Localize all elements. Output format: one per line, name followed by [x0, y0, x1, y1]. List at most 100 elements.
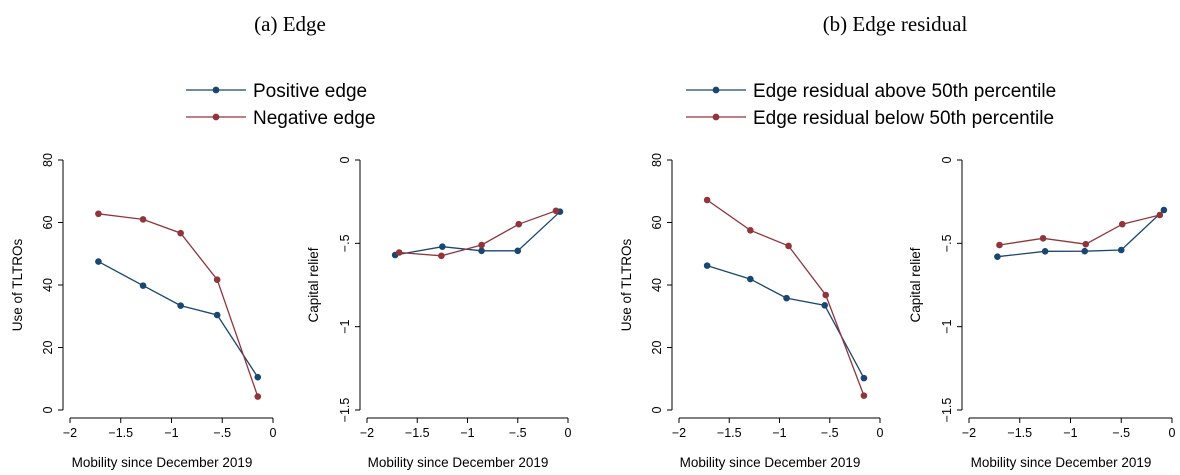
x-tick-label-1: −1.5 [108, 426, 133, 440]
x-tick-label-4: 0 [877, 426, 884, 440]
x-tick-label-0: −2 [63, 426, 77, 440]
series-0-point-4 [1160, 206, 1168, 214]
y-tick-label-1: −.5 [940, 234, 954, 252]
series-0-point-2 [783, 294, 790, 302]
x-axis-label: Mobility since December 2019 [971, 455, 1152, 470]
x-tick-label-3: −.5 [509, 426, 527, 440]
series-1-point-4 [552, 207, 560, 215]
series-1-point-0 [95, 210, 102, 218]
series-0-point-1 [1041, 248, 1049, 255]
legend-a-entry-2: Negative edge [186, 108, 376, 129]
y-tick-label-2: −1 [940, 319, 954, 333]
series-1-point-0 [395, 249, 403, 256]
x-tick-label-1: −1.5 [1007, 426, 1032, 440]
series-line-0 [706, 264, 865, 379]
series-0-point-3 [1117, 246, 1125, 254]
y-tick-label-2: 40 [41, 278, 55, 292]
legend-a-marker-1 [212, 86, 220, 94]
x-tick-label-0: −2 [962, 426, 976, 440]
series-0-point-3 [213, 311, 221, 319]
series-0-point-3 [514, 247, 522, 255]
x-tick-label-0: −2 [360, 426, 374, 440]
chart-b-capital-relief: 0 −.5 −1 −1.5 −2 −1.5 −1 −.5 0 Mobility since Dec… [908, 156, 1176, 470]
chart-a-tltro: 0 20 40 60 80 −2 −1.5 −1 −.5 0 Mobility since Dece… [10, 153, 277, 470]
series-0-point-1 [439, 243, 446, 250]
x-tick-label-3: −.5 [821, 426, 839, 440]
legend-a: Positive edge Negative edge [186, 81, 376, 129]
panel-title-a: (a) Edge [254, 12, 326, 36]
series-1-point-1 [139, 216, 147, 223]
x-tick-label-2: −1 [772, 426, 786, 440]
series-0-point-1 [139, 282, 147, 289]
series-0-point-2 [1081, 247, 1089, 255]
series-1-point-3 [822, 291, 830, 299]
series-0-point-0 [994, 253, 1001, 260]
legend-a-label-1: Positive edge [253, 81, 367, 102]
x-axis-label: Mobility since December 2019 [368, 455, 549, 470]
series-1-point-2 [478, 241, 485, 249]
y-tick-label-0: 0 [940, 156, 954, 163]
series-1-point-4 [860, 392, 868, 399]
x-tick-label-4: 0 [270, 426, 277, 440]
series-1-point-0 [703, 196, 711, 204]
y-tick-label-4: 80 [41, 153, 55, 167]
y-tick-label-0: 0 [650, 406, 664, 413]
y-tick-label-1: 20 [650, 341, 664, 355]
y-tick-label-4: 80 [650, 153, 664, 167]
legend-a-entry-1: Positive edge [186, 81, 367, 102]
series-0-point-0 [703, 262, 711, 269]
legend-b-label-1: Edge residual above 50th percentile [753, 81, 1056, 102]
legend-b-marker-2 [712, 113, 720, 121]
series-1-point-2 [785, 242, 792, 250]
series-0-point-4 [254, 373, 262, 381]
series-1-point-3 [515, 220, 523, 228]
series-line-1 [399, 210, 557, 257]
series-1-point-2 [177, 229, 184, 237]
y-tick-label-3: −1.5 [940, 398, 954, 423]
series-0-point-0 [95, 258, 102, 265]
chart-b-tltro: 0 20 40 60 80 −2 −1.5 −1 −.5 0 Mobility since Dece… [619, 153, 884, 470]
legend-b: Edge residual above 50th percentile Edge… [686, 81, 1056, 129]
series-0-point-4 [860, 374, 868, 382]
x-tick-label-1: −1.5 [717, 426, 742, 440]
series-line-1 [999, 214, 1160, 246]
series-1-point-1 [747, 227, 754, 234]
y-tick-label-0: 0 [41, 406, 55, 413]
series-1-point-4 [254, 393, 262, 400]
series-1-point-0 [996, 241, 1003, 249]
series-1-point-3 [213, 276, 221, 283]
y-tick-label-2: 40 [650, 278, 664, 292]
legend-b-entry-1: Edge residual above 50th percentile [686, 81, 1056, 102]
y-axis-label: Capital relief [908, 247, 923, 322]
legend-b-marker-1 [712, 86, 720, 94]
x-tick-label-3: −.5 [1112, 426, 1130, 440]
y-tick-label-3: −1.5 [338, 398, 352, 423]
y-tick-label-2: −1 [338, 319, 352, 333]
x-tick-label-2: −1 [1063, 426, 1077, 440]
x-tick-label-3: −.5 [213, 426, 231, 440]
y-tick-label-3: 60 [650, 216, 664, 230]
x-tick-label-2: −1 [460, 426, 474, 440]
x-tick-label-1: −1.5 [405, 426, 430, 440]
panel-title-b: (b) Edge residual [823, 12, 968, 36]
y-tick-label-1: −.5 [338, 234, 352, 252]
legend-a-label-2: Negative edge [253, 108, 376, 129]
series-1-point-4 [1156, 211, 1164, 219]
legend-b-label-2: Edge residual below 50th percentile [753, 108, 1054, 129]
x-axis-label: Mobility since December 2019 [72, 455, 253, 470]
y-axis-label: Use of TLTROs [10, 238, 25, 331]
chart-a-capital-relief: 0 −.5 −1 −1.5 −2 −1.5 −1 −.5 0 Mobility since Dec… [306, 156, 572, 470]
y-tick-label-1: 20 [41, 341, 55, 355]
x-axis-label: Mobility since December 2019 [680, 455, 861, 470]
series-0-point-3 [821, 302, 829, 309]
series-0-point-1 [747, 275, 754, 283]
series-1-point-2 [1082, 240, 1090, 248]
series-1-point-1 [438, 252, 445, 260]
legend-a-marker-2 [212, 113, 220, 121]
x-tick-label-4: 0 [565, 426, 572, 440]
x-tick-label-2: −1 [164, 426, 178, 440]
y-axis-label: Use of TLTROs [619, 238, 634, 331]
y-tick-label-0: 0 [338, 156, 352, 163]
y-axis-label: Capital relief [306, 247, 321, 322]
